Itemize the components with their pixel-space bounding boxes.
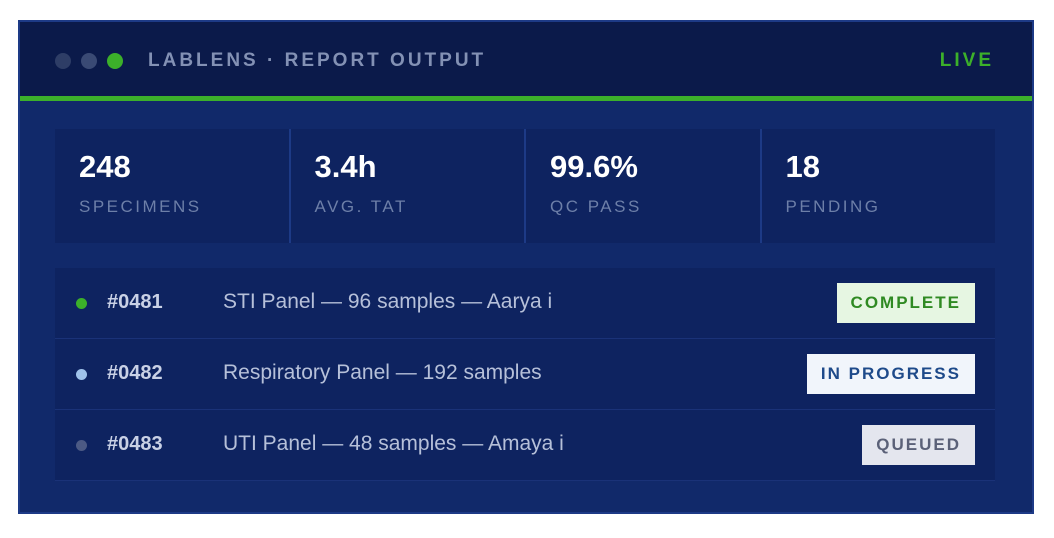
report-list: #0481 STI Panel — 96 samples — Aarya i COM… [55,268,995,481]
report-description: STI Panel — 96 samples — Aarya i [223,290,553,313]
report-id: #0481 [107,291,163,313]
stat-value: 3.4h [314,149,377,184]
report-id: #0483 [107,433,163,455]
report-description: UTI Panel — 48 samples — Amaya i [223,432,564,455]
report-row[interactable]: #0483 UTI Panel — 48 samples — Amaya i QUE… [55,410,995,481]
status-badge: QUEUED [862,425,975,465]
stats-row: 248 SPECIMENS 3.4h AVG. TAT 99.6% QC PASS 18 PE… [55,129,995,243]
report-panel: LABLENS · REPORT OUTPUT LIVE 248 SPECIMEN… [18,20,1034,514]
stat-value: 18 [785,149,820,184]
status-badge: IN PROGRESS [806,354,975,394]
status-dot [76,369,87,380]
stat-label: PENDING [785,197,881,216]
header-title: LABLENS · REPORT OUTPUT [148,50,487,71]
header: LABLENS · REPORT OUTPUT LIVE [20,22,1032,101]
report-row[interactable]: #0482 Respiratory Panel — 192 samples IN P… [55,339,995,410]
stat-card: 18 PENDING [761,129,995,243]
report-description: Respiratory Panel — 192 samples [223,361,542,384]
stat-value: 99.6% [550,149,638,184]
stat-card: 3.4h AVG. TAT [290,129,526,243]
status-badge: COMPLETE [836,283,975,323]
window-dot [107,53,123,69]
stat-card: 99.6% QC PASS [526,129,762,243]
stat-card: 248 SPECIMENS [55,129,291,243]
window-dot [81,53,97,69]
window-dot [55,53,71,69]
live-status: LIVE [939,50,994,71]
report-row[interactable]: #0481 STI Panel — 96 samples — Aarya i COM… [55,268,995,339]
status-dot [76,440,87,451]
report-id: #0482 [107,362,163,384]
stat-label: AVG. TAT [314,197,408,216]
stat-label: SPECIMENS [79,197,202,216]
status-dot [76,298,87,309]
stat-value: 248 [79,149,131,184]
stat-label: QC PASS [550,197,642,216]
